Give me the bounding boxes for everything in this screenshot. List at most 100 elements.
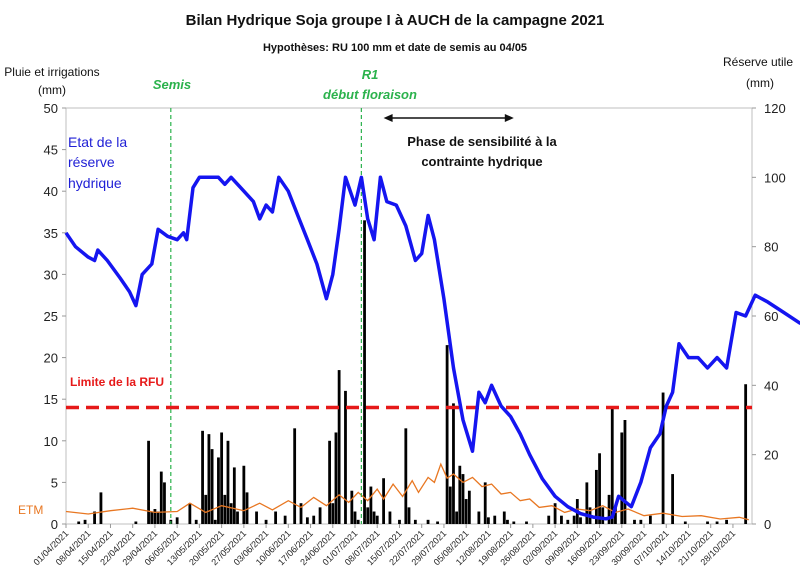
- y-right-axis-label: Réserve utile: [723, 55, 793, 69]
- rain-bar: [99, 492, 103, 524]
- reserve-series: [64, 175, 800, 521]
- y-left-tick-label: 35: [44, 226, 58, 241]
- rain-bar: [318, 507, 322, 524]
- rain-bar: [553, 503, 557, 524]
- rain-bar: [369, 486, 373, 524]
- rain-bar: [201, 430, 204, 524]
- rain-bar: [407, 507, 411, 524]
- rain-bar: [598, 453, 601, 524]
- plot-area-border: [65, 107, 753, 525]
- y-right-tick-label: 20: [764, 448, 778, 463]
- rain-bar: [547, 515, 551, 524]
- rain-bar: [175, 517, 179, 524]
- rain-bar: [217, 457, 220, 524]
- y-left-tick-label: 0: [51, 517, 58, 532]
- rain-bar: [134, 521, 138, 524]
- rain-bar: [264, 519, 268, 524]
- reserve-label-line3: hydrique: [68, 175, 122, 191]
- stage-markers: [170, 108, 362, 524]
- rain-bar: [486, 517, 490, 524]
- rain-bar: [236, 511, 239, 524]
- rain-bars: [77, 220, 748, 524]
- reserve-label-line2: réserve: [68, 154, 115, 170]
- phase-label-line2: contrainte hydrique: [421, 154, 542, 169]
- rain-bar: [614, 507, 617, 524]
- rain-bar: [232, 467, 236, 524]
- phase-label-line1: Phase de sensibilité à la: [407, 134, 557, 149]
- rain-bar: [671, 474, 675, 524]
- rain-bar: [560, 515, 563, 524]
- rain-bar: [334, 432, 338, 524]
- rain-bar: [159, 471, 163, 524]
- rain-bar: [464, 499, 468, 524]
- rain-bar: [229, 503, 233, 524]
- y-right-tick-label: 40: [764, 378, 778, 393]
- rain-bar: [445, 345, 449, 524]
- y-left-tick-label: 15: [44, 392, 58, 407]
- rain-bar: [375, 515, 379, 524]
- rain-bar: [363, 220, 366, 524]
- rain-bar: [293, 428, 297, 524]
- rain-bar: [452, 403, 455, 524]
- rain-bar: [461, 474, 465, 524]
- rain-bar: [204, 494, 208, 524]
- etm-series: [65, 462, 749, 521]
- rain-bar: [366, 507, 370, 524]
- etm-line: [65, 462, 749, 521]
- rain-bar: [610, 407, 614, 524]
- rain-bar: [305, 517, 309, 524]
- y-right-tick-label: 0: [764, 517, 771, 532]
- rain-bar: [93, 511, 96, 524]
- rain-bar: [312, 515, 316, 524]
- rain-bar: [331, 503, 335, 524]
- y-left-tick-label: 25: [44, 309, 58, 324]
- y-left-ticks: 0 5 10 15 20 25 30 35 40 45 50: [44, 101, 66, 532]
- rain-bar: [150, 511, 154, 524]
- rain-bar: [623, 420, 627, 524]
- rain-bar: [147, 440, 150, 524]
- rain-bar: [220, 432, 224, 524]
- rain-bar: [467, 490, 471, 524]
- rain-bar: [328, 440, 332, 524]
- rain-bar: [245, 492, 249, 524]
- rain-bar: [413, 519, 417, 524]
- rain-bar: [455, 511, 459, 524]
- y-left-tick-label: 5: [51, 475, 58, 490]
- rain-bar: [502, 511, 506, 524]
- rain-bar: [388, 511, 392, 524]
- etm-label: ETM: [18, 503, 43, 517]
- rain-bar: [493, 515, 497, 524]
- rain-bar: [163, 482, 166, 524]
- y-left-tick-label: 20: [44, 351, 58, 366]
- rain-bar: [477, 511, 481, 524]
- rain-bar: [372, 511, 376, 524]
- rain-bar: [725, 519, 728, 524]
- rain-bar: [356, 519, 360, 524]
- r1-label: R1: [362, 67, 379, 82]
- rain-bar: [639, 519, 643, 524]
- rain-bar: [226, 440, 230, 524]
- rain-bar: [620, 432, 624, 524]
- r1-flowering-label: début floraison: [323, 87, 417, 102]
- rain-bar: [566, 519, 570, 524]
- y-right-tick-label: 100: [764, 170, 786, 185]
- rain-bar: [458, 465, 462, 524]
- plot-frame: [65, 107, 753, 525]
- rain-bar: [648, 515, 652, 524]
- rain-bar: [633, 519, 636, 524]
- y-right-tick-label: 120: [764, 101, 786, 116]
- rain-bar: [213, 519, 217, 524]
- reserve-line: [64, 175, 800, 521]
- rain-bar: [715, 521, 719, 524]
- rain-bar: [156, 511, 160, 524]
- rain-bar: [344, 390, 347, 524]
- rain-bar: [153, 509, 157, 524]
- rain-bar: [483, 482, 487, 524]
- rain-bar: [77, 521, 81, 524]
- rain-bar: [83, 519, 87, 524]
- y-left-tick-label: 45: [44, 143, 58, 158]
- rfu-label: Limite de la RFU: [70, 375, 164, 389]
- rain-bar: [744, 384, 748, 524]
